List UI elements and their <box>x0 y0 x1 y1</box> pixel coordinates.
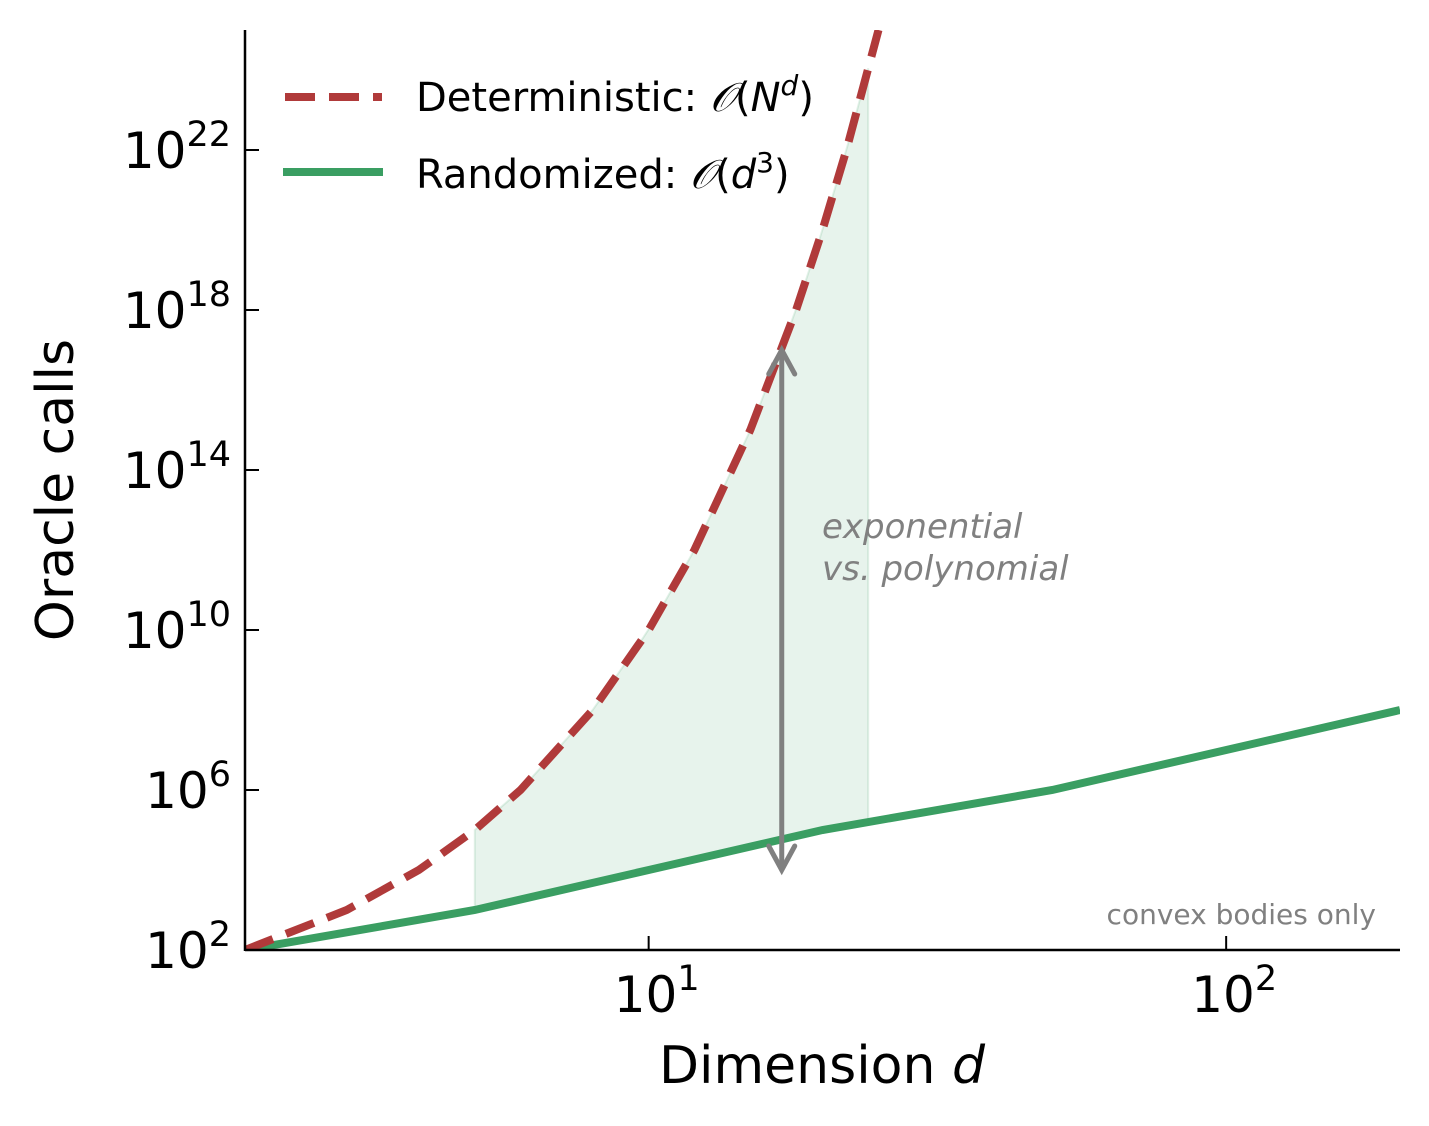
y-tick-exp: 10 <box>186 595 231 635</box>
legend-randomized-prefix: Randomized: <box>416 152 690 198</box>
plot-area <box>245 30 1400 950</box>
annotation-vs-polynomial: vs. polynomial <box>822 549 1069 589</box>
y-tick-exp: 2 <box>209 915 231 955</box>
legend-label-randomized: Randomized: 𝒪(d3) <box>416 146 790 198</box>
y-tick-label: 1014 <box>123 435 231 500</box>
legend: Deterministic: 𝒪(Nd) Randomized: 𝒪(d3) <box>283 69 814 198</box>
annotation-exponential: exponential <box>822 507 1023 547</box>
y-tick-exp: 18 <box>186 275 231 315</box>
y-tick-base: 10 <box>123 442 187 500</box>
y-tick-base: 10 <box>123 282 187 340</box>
y-tick-exp: 22 <box>186 115 231 155</box>
y-tick-label: 1010 <box>123 595 231 660</box>
gap-arrow <box>766 344 798 876</box>
x-tick-base: 10 <box>1191 966 1255 1024</box>
legend-deterministic-close: ) <box>798 75 814 121</box>
x-tick-exp: 1 <box>677 959 699 999</box>
x-tick-exp: 2 <box>1255 959 1277 999</box>
y-tick-label: 1018 <box>123 275 231 340</box>
x-axis-title-text: Dimension <box>659 1036 952 1096</box>
y-tick-base: 10 <box>145 922 209 980</box>
x-axis-title: Dimension d <box>659 1036 986 1096</box>
series-line-randomized <box>245 706 1400 950</box>
legend-deterministic-base: N <box>751 75 781 121</box>
y-tick-exp: 14 <box>186 435 231 475</box>
y-tick-label: 1022 <box>123 115 231 180</box>
y-tick-label: 106 <box>145 755 231 820</box>
footnote-convex-bodies: convex bodies only <box>1107 898 1376 931</box>
legend-randomized-open: ( <box>715 152 731 198</box>
series-line-deterministic <box>245 30 883 950</box>
x-tick-label: 102 <box>1191 959 1277 1024</box>
legend-deterministic-exp: d <box>781 69 799 102</box>
x-tick-base: 10 <box>614 966 678 1024</box>
gap-arrow-head-top <box>766 344 798 377</box>
y-tick-exp: 6 <box>209 755 231 795</box>
x-tick-label: 101 <box>614 959 700 1024</box>
legend-randomized-base: d <box>731 152 757 198</box>
legend-deterministic-open: ( <box>735 75 751 121</box>
y-tick-base: 10 <box>145 762 209 820</box>
x-axis-title-var: d <box>952 1036 986 1096</box>
legend-label-deterministic: Deterministic: 𝒪(Nd) <box>416 69 814 121</box>
legend-deterministic-prefix: Deterministic: <box>416 75 710 121</box>
gap-arrow-head-bottom <box>766 843 798 876</box>
legend-randomized-close: ) <box>774 152 790 198</box>
x-ticks: 101 102 <box>614 936 1277 1024</box>
legend-randomized-exp: 3 <box>756 146 774 179</box>
y-tick-base: 10 <box>123 122 187 180</box>
y-tick-label: 102 <box>145 915 231 980</box>
y-axis-title: Oracle calls <box>26 339 86 641</box>
y-tick-base: 10 <box>123 602 187 660</box>
